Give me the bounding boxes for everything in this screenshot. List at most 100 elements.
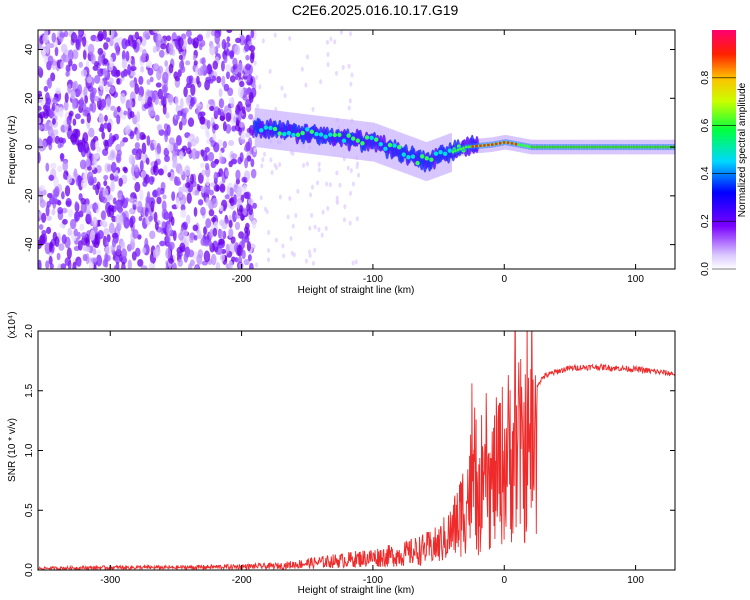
heatmap-cell bbox=[248, 91, 254, 103]
heatmap-cell bbox=[245, 141, 251, 151]
heatmap-cell bbox=[185, 30, 192, 38]
heatmap-cell bbox=[577, 145, 581, 149]
heatmap-cell bbox=[234, 221, 241, 231]
heatmap-cell bbox=[165, 234, 171, 246]
heatmap-cell bbox=[347, 63, 351, 69]
heatmap-cell bbox=[168, 63, 174, 74]
heatmap-cell bbox=[129, 80, 136, 88]
heatmap-cell bbox=[80, 197, 86, 205]
heatmap-cell bbox=[166, 35, 172, 42]
heatmap-cell bbox=[106, 196, 111, 203]
heatmap-cell bbox=[115, 69, 121, 77]
heatmap-cell bbox=[335, 170, 339, 176]
heatmap-cell bbox=[103, 122, 109, 129]
heatmap-cell bbox=[237, 256, 243, 264]
heatmap-cell bbox=[609, 145, 612, 149]
heatmap-cell bbox=[239, 205, 244, 213]
heatmap-cell bbox=[139, 188, 144, 201]
heatmap-cell bbox=[162, 194, 167, 200]
heatmap-cell bbox=[69, 218, 77, 230]
heatmap-cell bbox=[223, 54, 228, 64]
heatmap-cell bbox=[251, 219, 257, 230]
heatmap-cell bbox=[182, 145, 188, 151]
heatmap-cell bbox=[77, 240, 83, 251]
heatmap-cell bbox=[70, 31, 78, 43]
heatmap-cell bbox=[248, 45, 256, 52]
heatmap-cell bbox=[226, 36, 231, 43]
heatmap-cell bbox=[121, 248, 127, 260]
colorbar-tick-label: 0.4 bbox=[700, 166, 711, 180]
heatmap-cell bbox=[580, 145, 583, 149]
heatmap-cell bbox=[475, 144, 478, 148]
heatmap-cell bbox=[121, 58, 128, 69]
heatmap-cell bbox=[211, 197, 218, 209]
heatmap-cell bbox=[219, 253, 226, 262]
heatmap-cell bbox=[57, 206, 64, 215]
heatmap-cell bbox=[38, 123, 44, 131]
heatmap-cell bbox=[502, 141, 506, 144]
heatmap-cell bbox=[104, 252, 109, 264]
heatmap-cell bbox=[63, 55, 70, 63]
colorbar-label: Normalized spectral amplitude bbox=[737, 82, 748, 217]
heatmap-cell bbox=[317, 227, 321, 233]
heatmap-cell bbox=[232, 194, 237, 206]
heatmap-cell bbox=[190, 138, 197, 147]
heatmap-cell bbox=[209, 228, 214, 239]
heatmap-cell bbox=[138, 86, 145, 98]
heatmap-cell bbox=[242, 95, 248, 101]
heatmap-cell bbox=[116, 78, 121, 85]
heatmap-cell bbox=[349, 81, 353, 87]
heatmap-cell bbox=[288, 35, 292, 41]
heatmap-cell bbox=[64, 92, 69, 103]
heatmap-cell bbox=[470, 145, 473, 148]
heatmap-cell bbox=[204, 162, 210, 171]
heatmap-cell bbox=[351, 136, 356, 141]
heatmap-cell bbox=[146, 90, 152, 97]
heatmap-cell bbox=[45, 205, 50, 217]
heatmap-cell bbox=[136, 129, 140, 141]
heatmap-cell bbox=[480, 144, 484, 147]
heatmap-cell bbox=[38, 151, 41, 164]
heatmap-cell bbox=[48, 255, 53, 265]
heatmap-cell bbox=[132, 229, 139, 239]
heatmap-cell bbox=[313, 247, 317, 253]
heatmap-cell bbox=[137, 258, 144, 267]
heatmap-cell bbox=[323, 134, 328, 139]
heatmap-cell bbox=[348, 190, 352, 196]
heatmap-cell bbox=[278, 162, 282, 168]
heatmap-cell bbox=[228, 219, 233, 229]
heatmap-cell bbox=[617, 145, 620, 149]
heatmap-cell bbox=[392, 143, 397, 148]
heatmap-cell bbox=[194, 265, 199, 269]
heatmap-cell bbox=[80, 69, 88, 77]
heatmap-cell bbox=[219, 219, 225, 226]
heatmap-cell bbox=[357, 172, 361, 178]
heatmap-cell bbox=[328, 182, 332, 188]
heatmap-cell bbox=[232, 57, 238, 66]
heatmap-cell bbox=[159, 240, 166, 247]
heatmap-cell bbox=[210, 253, 217, 266]
heatmap-cell bbox=[324, 225, 328, 231]
heatmap-cell bbox=[183, 252, 189, 263]
heatmap-cell bbox=[120, 92, 126, 104]
heatmap-cell bbox=[326, 205, 330, 211]
heatmap-ytick-label: 40 bbox=[24, 44, 35, 56]
heatmap-cell bbox=[332, 132, 338, 138]
heatmap-cell bbox=[42, 34, 49, 44]
heatmap-cell bbox=[181, 116, 187, 126]
heatmap-cell bbox=[109, 56, 113, 68]
heatmap-cell bbox=[410, 154, 416, 159]
heatmap-cell bbox=[141, 151, 146, 163]
heatmap-cell bbox=[39, 111, 46, 119]
heatmap-cell bbox=[65, 71, 70, 77]
heatmap-cell bbox=[280, 85, 284, 91]
snr-ytick-label: 0.0 bbox=[24, 563, 35, 577]
heatmap-cell bbox=[267, 229, 271, 235]
heatmap-cell bbox=[564, 145, 568, 149]
snr-axes: -300 -200 -100 0 100 0.0 0.5 1.0 1.5 2.0 bbox=[24, 324, 675, 586]
heatmap-cell bbox=[349, 168, 353, 174]
heatmap-cell bbox=[245, 54, 250, 61]
heatmap-cell bbox=[246, 155, 252, 162]
heatmap-cell bbox=[51, 118, 56, 125]
heatmap-cell bbox=[255, 75, 259, 81]
